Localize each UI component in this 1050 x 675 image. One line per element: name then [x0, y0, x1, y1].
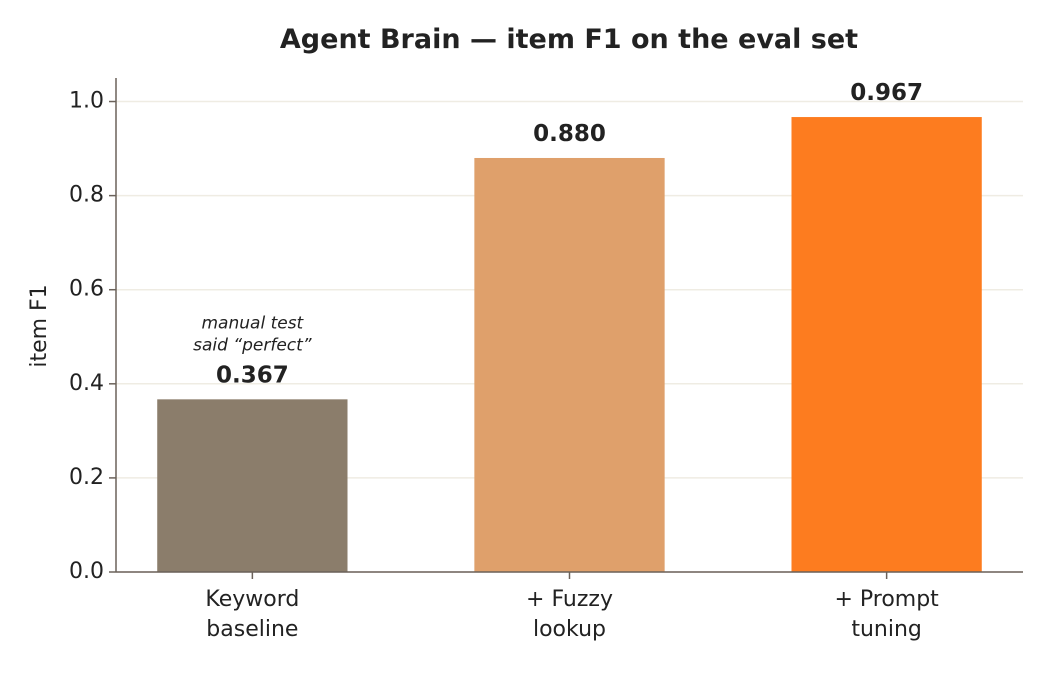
- chart-title: Agent Brain — item F1 on the eval set: [280, 24, 858, 55]
- annotation: manual test said “perfect”: [193, 313, 312, 355]
- y-tick-label: 0.8: [69, 183, 104, 208]
- x-tick-label: + Fuzzy lookup: [526, 587, 613, 642]
- value-label: 0.967: [850, 80, 923, 106]
- bar: [157, 399, 348, 572]
- value-label: 0.367: [216, 362, 289, 388]
- x-tick-label: + Prompt tuning: [834, 587, 939, 642]
- bar: [474, 157, 665, 572]
- x-tick-label: Keyword baseline: [205, 587, 299, 642]
- y-tick-label: 0.4: [69, 371, 104, 396]
- y-tick-label: 1.0: [69, 89, 104, 114]
- value-label: 0.880: [533, 120, 606, 146]
- y-tick-label: 0.6: [69, 277, 104, 302]
- y-tick-label: 0.0: [69, 559, 104, 584]
- y-tick-label: 0.2: [69, 465, 104, 490]
- bar: [791, 117, 982, 572]
- y-axis-label: item F1: [27, 284, 52, 367]
